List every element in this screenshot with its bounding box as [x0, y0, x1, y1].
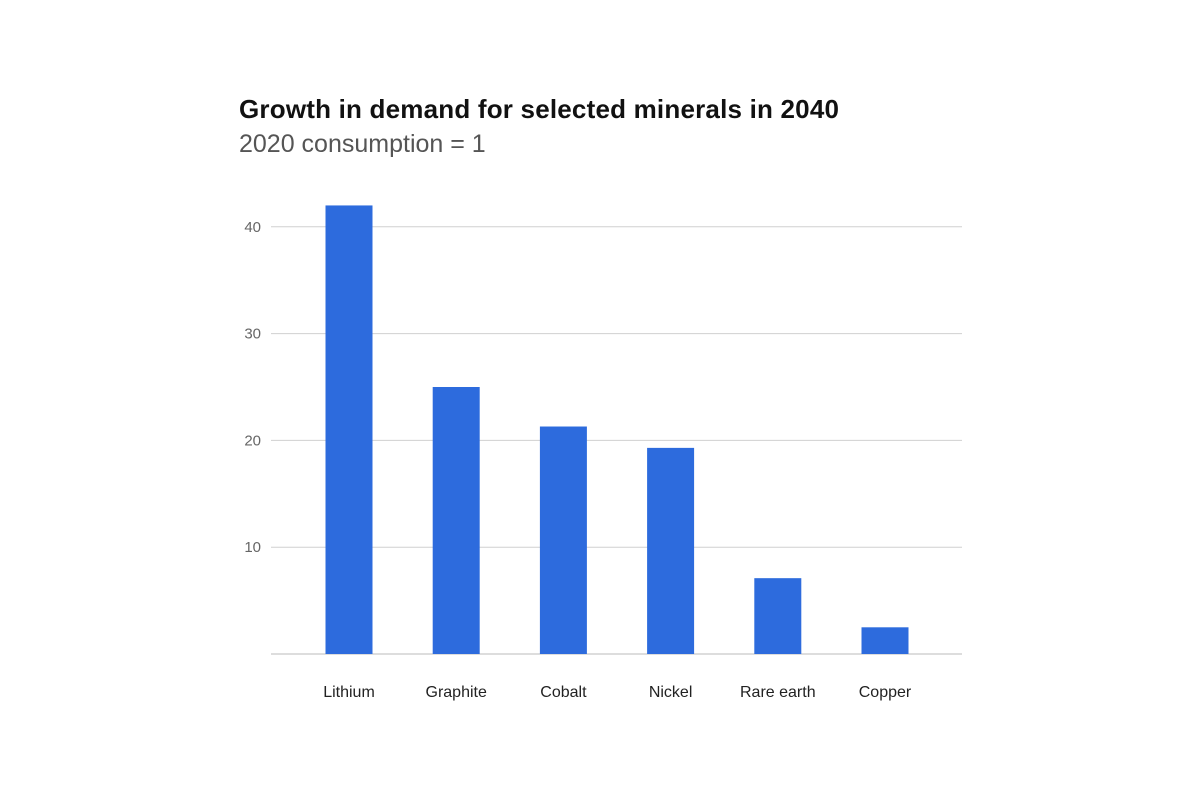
bar-lithium [325, 205, 373, 654]
bar-graphite [432, 387, 480, 654]
y-tick-label-30: 30 [244, 326, 261, 343]
label-layer: 10 20 30 40 Lithium Graphite Cobalt Nickel Rare … [244, 219, 912, 701]
bar-cobalt [539, 426, 587, 654]
x-tick-label-nickel: Nickel [649, 684, 693, 701]
bar-nickel [647, 447, 695, 654]
bar-rare-earth [754, 578, 802, 654]
x-tick-label-copper: Copper [859, 684, 912, 701]
x-tick-label-graphite: Graphite [426, 684, 487, 701]
chart-title: Growth in demand for selected minerals i… [239, 94, 840, 124]
grid-layer [271, 226, 962, 655]
chart-subtitle: 2020 consumption = 1 [239, 130, 486, 158]
y-tick-label-10: 10 [244, 539, 261, 556]
y-tick-label-40: 40 [244, 219, 261, 236]
x-tick-label-rare-earth: Rare earth [740, 684, 816, 701]
bar-layer [325, 205, 909, 654]
x-tick-label-lithium: Lithium [323, 684, 375, 701]
y-tick-label-20: 20 [244, 432, 261, 449]
x-tick-label-cobalt: Cobalt [540, 684, 587, 701]
bar-copper [861, 627, 909, 654]
